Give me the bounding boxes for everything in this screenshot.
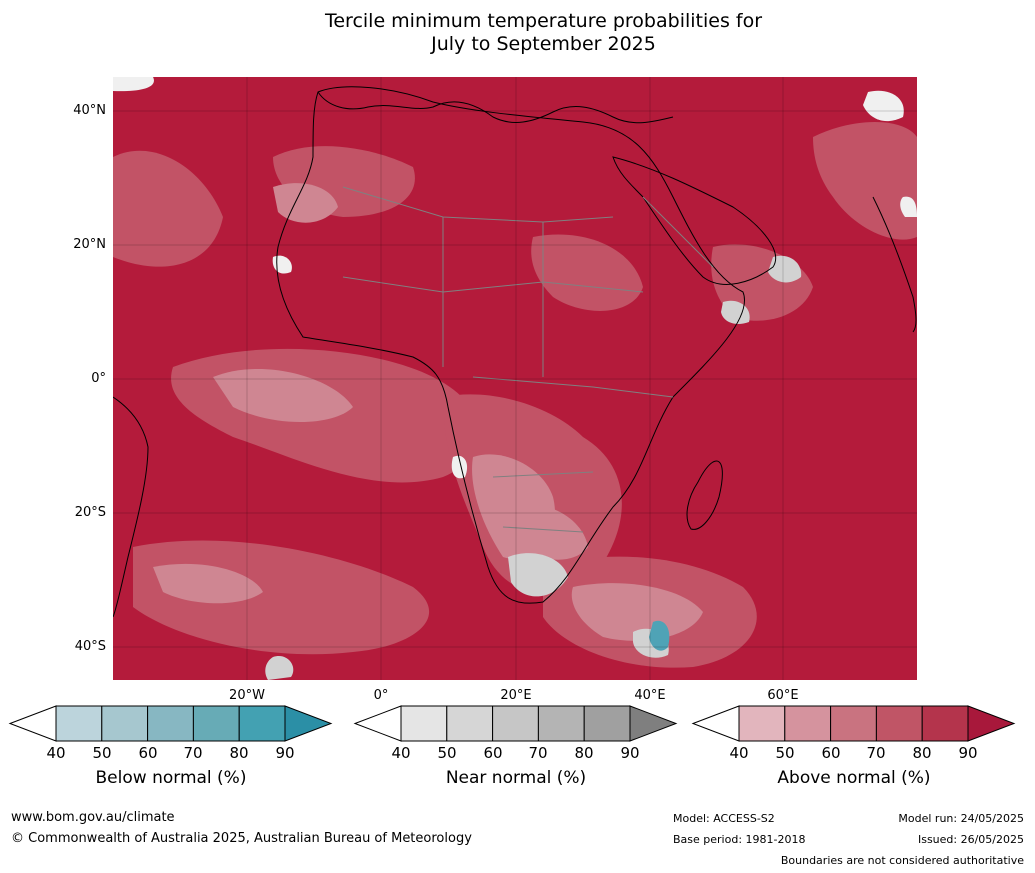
colorbar-tick: 40 <box>729 744 749 762</box>
colorbar-lower-extension <box>691 705 740 742</box>
europe-coastline <box>317 91 674 124</box>
colorbar-swatch <box>583 705 631 742</box>
colorbar-tick: 90 <box>958 744 978 762</box>
footer-model: Model: ACCESS-S2 <box>673 812 775 825</box>
colorbar-near-normal-graphic <box>353 705 678 742</box>
colorbar-tick: 50 <box>92 744 112 762</box>
colorbar-swatch <box>238 705 286 742</box>
colorbar-tick: 80 <box>574 744 594 762</box>
footer-model-run: Model run: 24/05/2025 <box>898 812 1024 825</box>
colorbar-tick: 60 <box>483 744 503 762</box>
colorbar-lower-extension <box>353 705 402 742</box>
colorbar-tick: 50 <box>437 744 457 762</box>
madagascar-outline <box>686 460 723 530</box>
colorbar-swatch <box>875 705 923 742</box>
colorbar-below-title: Below normal (%) <box>95 768 247 788</box>
india-coastline <box>872 196 917 333</box>
colorbar-swatch <box>921 705 969 742</box>
lat-label-equator: 0° <box>91 371 106 386</box>
footer-website: www.bom.gov.au/climate <box>11 810 175 825</box>
colorbar-swatch <box>192 705 240 742</box>
colorbar-swatch <box>492 705 539 742</box>
forecast-map <box>113 77 917 680</box>
colorbar-tick: 80 <box>229 744 249 762</box>
colorbar-swatch <box>537 705 585 742</box>
graticule <box>113 77 917 680</box>
colorbar-tick: 60 <box>138 744 158 762</box>
colorbar-tick: 40 <box>46 744 66 762</box>
lon-label-60e: 60°E <box>767 688 799 703</box>
lon-label-20w: 20°W <box>229 688 265 703</box>
above-70-regions <box>153 183 703 641</box>
lon-label-0: 0° <box>373 688 389 703</box>
country-boundaries <box>342 186 714 533</box>
colorbar-swatch <box>101 705 149 742</box>
colorbar-above-title: Above normal (%) <box>777 768 931 788</box>
lat-label-20n: 20°N <box>73 237 106 252</box>
title-line-1: Tercile minimum temperature probabilitie… <box>324 10 763 32</box>
colorbar-below-normal-graphic <box>8 705 333 742</box>
colorbar-upper-extension <box>629 705 678 742</box>
colorbar-near-normal <box>353 705 678 743</box>
lon-label-20e: 20°E <box>500 688 532 703</box>
south-america-coastline <box>113 396 149 618</box>
lat-label-20s: 20°S <box>74 505 106 520</box>
title-line-2: July to September 2025 <box>431 33 656 55</box>
lat-label-40s: 40°S <box>74 639 106 654</box>
colorbar-above-normal <box>691 705 1016 743</box>
colorbar-swatch <box>830 705 877 742</box>
colorbar-tick: 70 <box>528 744 548 762</box>
colorbar-upper-extension <box>967 705 1016 742</box>
colorbar-tick: 80 <box>912 744 932 762</box>
footer-copyright: © Commonwealth of Australia 2025, Austra… <box>11 831 472 846</box>
colorbar-tick: 90 <box>620 744 640 762</box>
colorbar-tick: 70 <box>866 744 886 762</box>
colorbar-swatch <box>784 705 832 742</box>
colorbar-swatch <box>55 705 103 742</box>
lon-label-40e: 40°E <box>634 688 666 703</box>
colorbar-upper-extension <box>284 705 333 742</box>
colorbar-near-title: Near normal (%) <box>445 768 587 788</box>
colorbar-below-normal <box>8 705 333 743</box>
colorbar-tick: 40 <box>391 744 411 762</box>
colorbar-swatch <box>400 705 448 742</box>
lat-label-40n: 40°N <box>73 103 106 118</box>
colorbar-tick: 90 <box>275 744 295 762</box>
colorbar-swatch <box>738 705 786 742</box>
near-40-regions <box>113 77 917 479</box>
map-title: Tercile minimum temperature probabilitie… <box>0 10 1035 56</box>
colorbar-above-normal-graphic <box>691 705 1016 742</box>
below-normal-region <box>649 620 670 651</box>
colorbar-tick: 60 <box>821 744 841 762</box>
footer-boundaries-note: Boundaries are not considered authoritat… <box>780 854 1024 867</box>
africa-coastline <box>276 86 745 604</box>
colorbar-lower-extension <box>8 705 57 742</box>
colorbar-swatch <box>147 705 194 742</box>
map-canvas <box>113 77 917 680</box>
colorbar-tick: 50 <box>775 744 795 762</box>
near-normal-regions <box>265 255 802 680</box>
colorbar-swatch <box>446 705 494 742</box>
footer-base-period: Base period: 1981-2018 <box>673 833 806 846</box>
footer-issued: Issued: 26/05/2025 <box>917 833 1024 846</box>
colorbar-tick: 70 <box>183 744 203 762</box>
